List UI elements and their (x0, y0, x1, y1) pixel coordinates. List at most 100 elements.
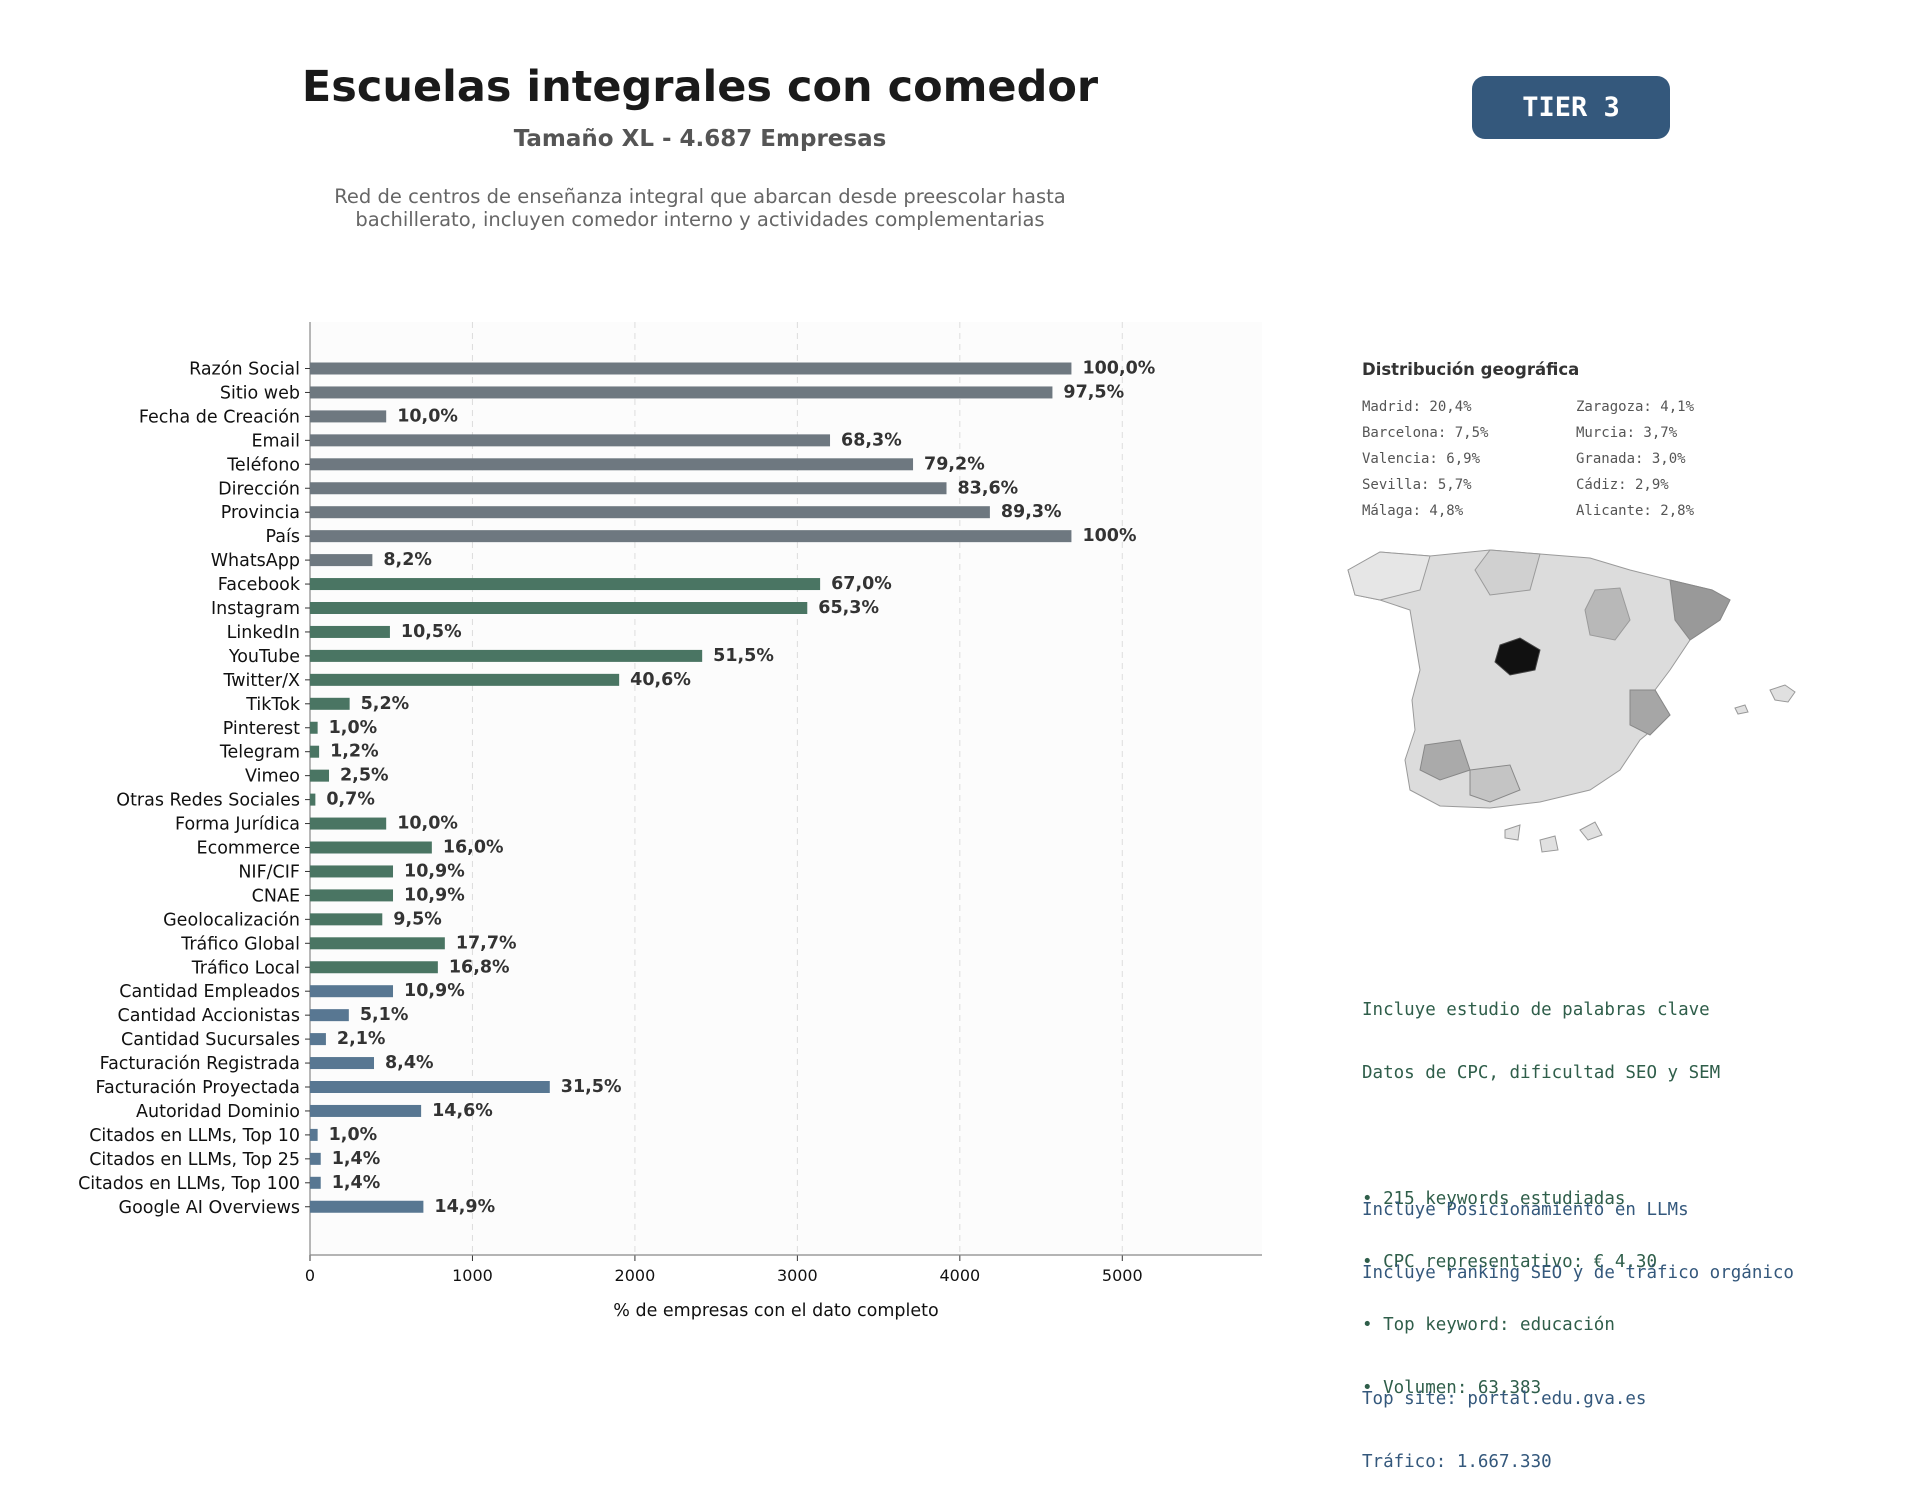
data-label: 97,5% (1063, 382, 1124, 402)
category-label: Teléfono (226, 455, 300, 475)
bar (310, 889, 394, 902)
geo-item: Madrid: 20,4% (1362, 399, 1472, 415)
bar (310, 1176, 321, 1189)
category-label: Dirección (218, 479, 300, 499)
data-label: 14,9% (434, 1197, 495, 1217)
bar (310, 937, 445, 950)
geo-item: Sevilla: 5,7% (1362, 477, 1472, 493)
llm-line: Incluye ranking SEO y de tráfico orgánic… (1362, 1263, 1794, 1283)
geo-item: Alicante: 2,8% (1576, 503, 1695, 519)
category-label: YouTube (228, 647, 300, 667)
data-label: 16,0% (443, 838, 504, 858)
llm-line: Top site: portal.edu.gva.es (1362, 1389, 1647, 1409)
category-label: Ecommerce (197, 839, 300, 859)
data-label: 2,1% (337, 1029, 386, 1049)
category-label: Forma Jurídica (175, 815, 300, 835)
category-label: Tráfico Local (191, 958, 300, 978)
data-label: 67,0% (831, 574, 892, 594)
keywords-line (1362, 1126, 1720, 1147)
keywords-line: Incluye estudio de palabras clave (1362, 1000, 1710, 1020)
keywords-line: • Volumen: 63.383 (1362, 1378, 1542, 1398)
bar (310, 961, 438, 974)
map-region (1494, 637, 1541, 676)
category-label: Citados en LLMs, Top 100 (78, 1174, 300, 1194)
bar (310, 482, 947, 495)
geo-item: Murcia: 3,7% (1576, 425, 1678, 441)
bar (310, 865, 394, 878)
keywords-line: Datos de CPC, dificultad SEO y SEM (1362, 1063, 1721, 1083)
data-label: 1,2% (330, 742, 379, 762)
bar (310, 1081, 550, 1093)
data-label: 10,9% (404, 981, 465, 1001)
data-label: 10,9% (404, 861, 465, 881)
map-region (1769, 684, 1796, 703)
bar (310, 1057, 375, 1070)
category-label: LinkedIn (227, 623, 300, 643)
page-subtitle: Tamaño XL - 4.687 Empresas (513, 126, 887, 152)
data-label: 51,5% (713, 646, 774, 666)
bar (310, 745, 320, 758)
category-label: Pinterest (223, 719, 300, 739)
data-label: 5,1% (360, 1005, 409, 1025)
category-label: País (266, 527, 300, 547)
category-label: Facturación Proyectada (96, 1078, 300, 1098)
geo-item: Zaragoza: 4,1% (1576, 399, 1695, 415)
category-label: Tráfico Global (180, 934, 300, 954)
data-label: 8,2% (383, 550, 432, 570)
bar (310, 913, 383, 926)
page-title: Escuelas integrales con comedor (301, 62, 1099, 112)
bar (310, 769, 330, 782)
llm-line: Incluye Posicionamiento en LLMs (1362, 1200, 1689, 1220)
geo-title: Distribución geográfica (1362, 360, 1580, 379)
bar (310, 362, 1072, 375)
category-label: Autoridad Dominio (136, 1102, 300, 1122)
category-label: Instagram (211, 599, 300, 619)
category-label: Vimeo (245, 767, 300, 787)
category-label: Cantidad Accionistas (117, 1006, 300, 1026)
map-region (1419, 739, 1471, 781)
x-tick-label: 2000 (615, 1266, 656, 1285)
data-label: 10,5% (401, 622, 462, 642)
geo-item: Barcelona: 7,5% (1362, 425, 1489, 441)
data-label: 10,0% (397, 406, 458, 426)
data-label: 14,6% (432, 1101, 493, 1121)
x-axis-label: % de empresas con el dato completo (613, 1301, 938, 1321)
data-label: 2,5% (340, 766, 389, 786)
bar (310, 985, 394, 998)
data-label: 68,3% (841, 430, 902, 450)
data-label: 17,7% (456, 933, 517, 953)
bar (310, 506, 990, 519)
category-label: WhatsApp (211, 551, 300, 571)
category-label: TikTok (245, 695, 301, 715)
map-region (1669, 579, 1731, 641)
data-label: 100% (1082, 526, 1136, 546)
bar (310, 1009, 349, 1022)
bar (310, 1104, 422, 1117)
bar (310, 817, 387, 830)
map-region (1474, 549, 1541, 596)
map-region (1584, 587, 1631, 641)
bar (310, 625, 390, 638)
bar (310, 530, 1072, 543)
category-label: Twitter/X (222, 671, 300, 691)
data-label: 100,0% (1082, 359, 1155, 379)
bar (310, 554, 373, 567)
category-label: Email (251, 431, 300, 451)
data-label: 65,3% (818, 598, 879, 618)
geo-item: Cádiz: 2,9% (1576, 477, 1669, 493)
x-tick-label: 4000 (939, 1266, 980, 1285)
category-label: Citados en LLMs, Top 10 (89, 1126, 300, 1146)
data-label: 89,3% (1001, 502, 1062, 522)
category-label: NIF/CIF (238, 862, 300, 882)
data-label: 31,5% (561, 1077, 622, 1097)
tier-badge: TIER 3 (1472, 76, 1670, 139)
bar (310, 1152, 321, 1165)
category-label: Facturación Registrada (100, 1054, 300, 1074)
bar (310, 458, 914, 471)
map-region (1579, 821, 1603, 841)
bar (310, 841, 432, 854)
map-region (1504, 824, 1521, 841)
data-label: 16,8% (449, 957, 510, 977)
keywords-line: • CPC representativo: € 4.30 (1362, 1252, 1658, 1272)
map-region (1629, 689, 1671, 736)
